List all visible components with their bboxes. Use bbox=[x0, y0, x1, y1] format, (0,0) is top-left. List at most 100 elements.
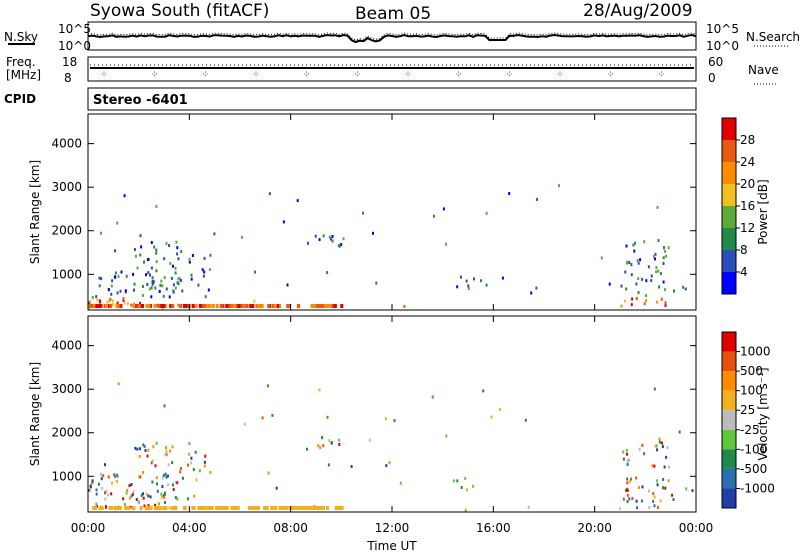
ground-scatter-cell bbox=[149, 506, 153, 510]
ground-scatter-cell bbox=[273, 506, 277, 510]
ground-scatter-cell bbox=[232, 304, 236, 308]
scatter-cell bbox=[172, 264, 174, 268]
scatter-cell bbox=[656, 479, 659, 483]
scatter-cell bbox=[123, 503, 126, 506]
scatter-cell bbox=[622, 450, 625, 454]
scatter-cell bbox=[193, 494, 196, 498]
scatter-cell bbox=[174, 480, 177, 484]
velocity-y-axis: 1000 2000 3000 4000 bbox=[51, 339, 696, 483]
scatter-cell bbox=[329, 237, 332, 241]
scatter-cell bbox=[154, 286, 157, 290]
scatter-cell bbox=[637, 277, 640, 281]
scatter-cell bbox=[107, 475, 110, 479]
nave-dip-mark: ⁘ bbox=[202, 70, 210, 80]
scatter-cell bbox=[110, 292, 113, 296]
scatter-cell bbox=[129, 505, 132, 509]
scatter-cell bbox=[136, 266, 139, 270]
scatter-cell bbox=[116, 301, 119, 305]
x-axis: 00:00 04:00 08:00 12:00 16:00 20:00 00:00 bbox=[71, 114, 713, 535]
scatter-cell bbox=[337, 244, 340, 248]
scatter-cell bbox=[322, 444, 325, 448]
scatter-cell bbox=[641, 485, 644, 489]
ground-scatter-cell bbox=[276, 304, 280, 308]
scatter-cell bbox=[104, 463, 106, 467]
ground-scatter-cell bbox=[257, 304, 261, 308]
x-axis-label: Time UT bbox=[366, 539, 417, 553]
scatter-cell bbox=[452, 479, 455, 483]
x-tick-label: 16:00 bbox=[476, 521, 511, 535]
scatter-cell bbox=[626, 260, 629, 264]
colorbar-swatch bbox=[722, 250, 736, 272]
scatter-cell bbox=[631, 497, 634, 500]
scatter-cell bbox=[122, 497, 125, 501]
scatter-cell bbox=[666, 446, 669, 450]
scatter-cell bbox=[318, 388, 321, 392]
scatter-cell bbox=[98, 276, 101, 280]
scatter-cell bbox=[146, 258, 149, 261]
ground-scatter-cell bbox=[338, 506, 342, 510]
scatter-cell bbox=[661, 441, 663, 445]
scatter-cell bbox=[111, 279, 114, 283]
scatter-cell bbox=[171, 445, 174, 449]
scatter-cell bbox=[197, 283, 200, 287]
x-tick-label: 12:00 bbox=[375, 521, 410, 535]
scatter-cell bbox=[375, 281, 378, 285]
ground-scatter-cell bbox=[215, 304, 219, 308]
nave-dip-mark: ⁘ bbox=[252, 70, 260, 80]
scatter-cell bbox=[160, 492, 163, 496]
scatter-cell bbox=[156, 303, 158, 307]
scatter-cell bbox=[137, 501, 140, 505]
scatter-cell bbox=[691, 489, 694, 493]
scatter-cell bbox=[317, 444, 320, 448]
scatter-cell bbox=[89, 484, 92, 488]
scatter-cell bbox=[167, 483, 170, 487]
scatter-cell bbox=[648, 506, 651, 509]
scatter-cell bbox=[168, 295, 171, 299]
ground-scatter-cell bbox=[271, 304, 275, 308]
scatter-cell bbox=[466, 488, 468, 492]
ground-scatter-cell bbox=[115, 304, 119, 308]
scatter-cell bbox=[148, 287, 151, 291]
scatter-cell bbox=[190, 456, 193, 460]
ground-scatter-cell bbox=[283, 506, 287, 510]
ground-scatter-cell bbox=[96, 304, 100, 308]
scatter-cell bbox=[138, 454, 141, 458]
nsearch-label: N.Search bbox=[746, 30, 800, 44]
velocity-heatmap bbox=[88, 382, 694, 512]
scatter-cell bbox=[128, 484, 131, 488]
noise-sky-line bbox=[87, 33, 697, 44]
colorbar-tick-label: 24 bbox=[740, 155, 755, 169]
scatter-cell bbox=[640, 499, 643, 503]
scatter-cell bbox=[653, 495, 656, 499]
scatter-cell bbox=[633, 249, 636, 253]
scatter-cell bbox=[657, 239, 660, 243]
scatter-cell bbox=[155, 260, 158, 264]
ground-scatter-cell bbox=[324, 304, 327, 308]
noise-right-tick-top: 10^5 bbox=[706, 22, 739, 36]
scatter-cell bbox=[645, 299, 648, 303]
scatter-cell bbox=[133, 282, 136, 286]
scatter-cell bbox=[467, 287, 470, 291]
scatter-cell bbox=[147, 494, 150, 498]
ground-scatter-cell bbox=[91, 304, 95, 308]
scatter-cell bbox=[171, 483, 174, 487]
scatter-cell bbox=[342, 237, 345, 241]
scatter-cell bbox=[662, 486, 665, 490]
scatter-cell bbox=[656, 205, 659, 209]
scatter-cell bbox=[182, 476, 184, 480]
scatter-cell bbox=[326, 271, 329, 275]
scatter-cell bbox=[154, 503, 157, 507]
scatter-cell bbox=[643, 240, 646, 244]
scatter-cell bbox=[150, 286, 153, 290]
nsky-label: N.Sky bbox=[4, 30, 38, 44]
scatter-cell bbox=[177, 257, 180, 261]
nave-label: Nave bbox=[748, 63, 779, 77]
velocity-y-label: Slant Range [km] bbox=[28, 362, 42, 466]
scatter-cell bbox=[162, 294, 165, 298]
ground-scatter-cell bbox=[240, 304, 244, 308]
scatter-cell bbox=[123, 194, 126, 198]
scatter-cell bbox=[100, 477, 103, 481]
ground-scatter-cell bbox=[249, 304, 253, 308]
scatter-cell bbox=[204, 454, 207, 458]
scatter-cell bbox=[667, 246, 670, 250]
